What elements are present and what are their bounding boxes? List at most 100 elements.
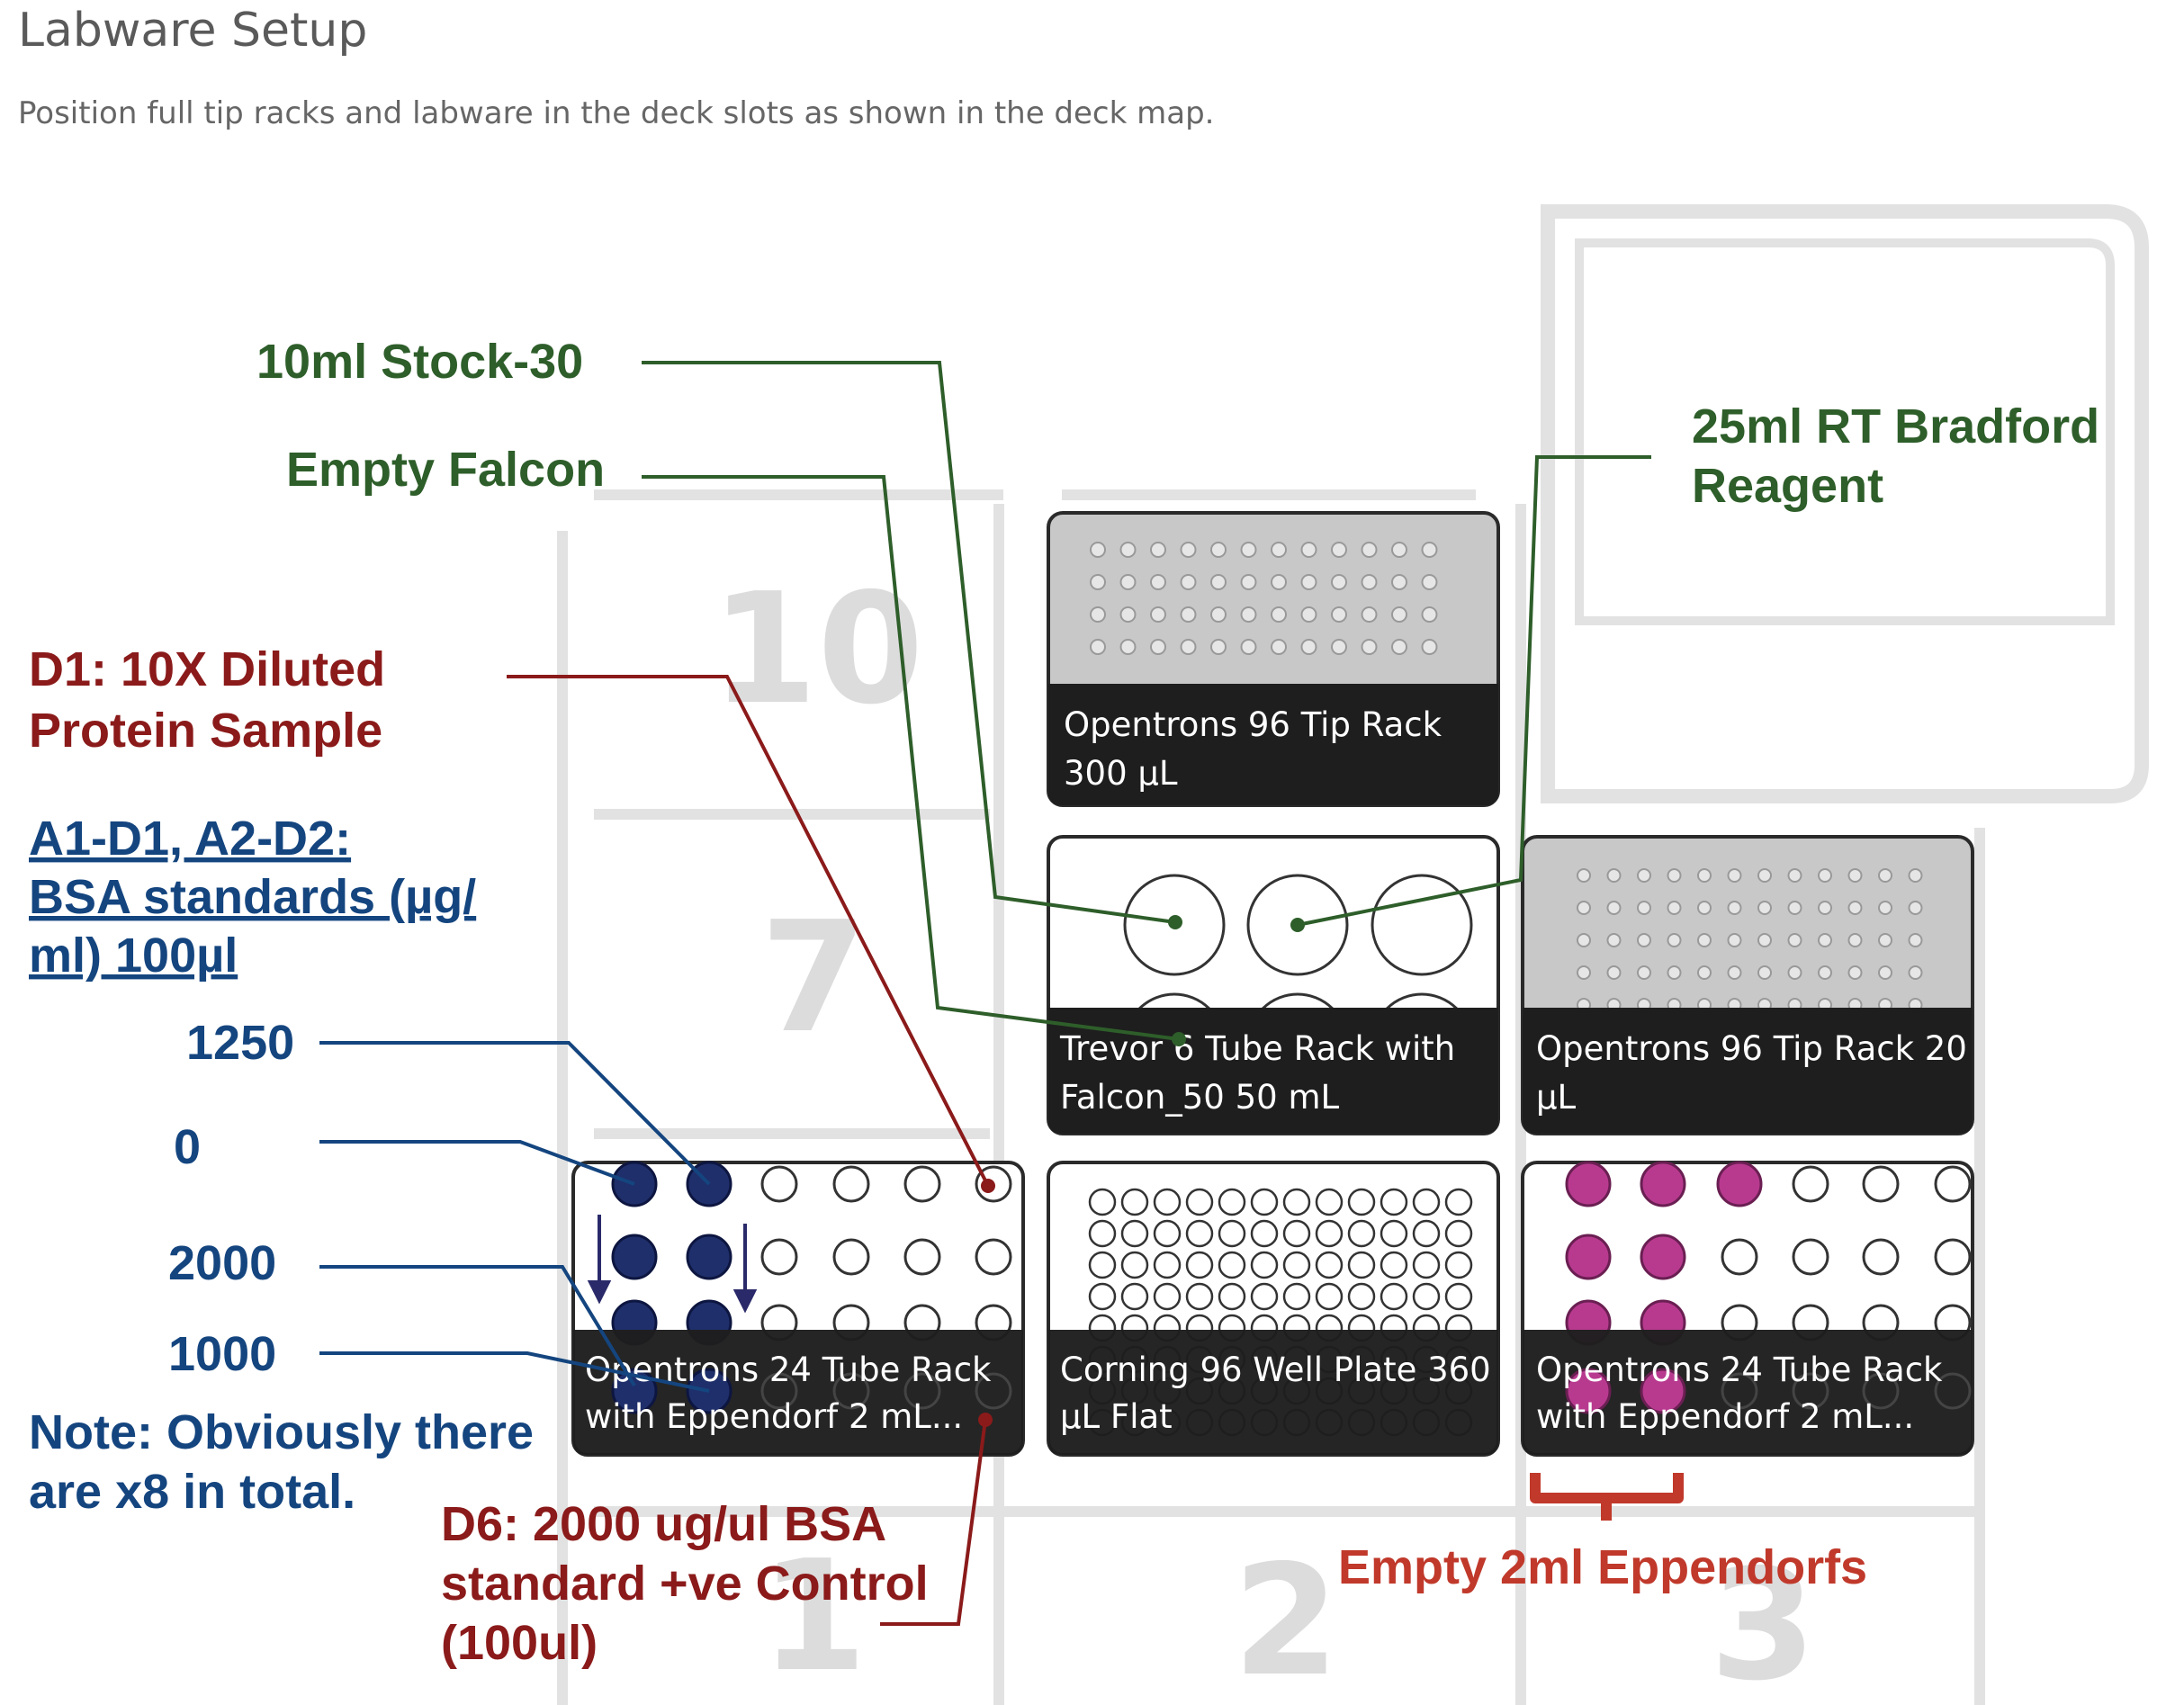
tip bbox=[1391, 574, 1407, 590]
tip bbox=[1606, 965, 1622, 980]
well bbox=[1315, 1188, 1344, 1216]
page-title: Labware Setup bbox=[18, 4, 368, 58]
labware-label-line1: Corning 96 Well Plate 360 bbox=[1060, 1351, 1491, 1389]
well bbox=[1218, 1282, 1246, 1311]
labware-label-line2: µL bbox=[1536, 1078, 1577, 1117]
tip bbox=[1606, 868, 1622, 883]
tip bbox=[1697, 868, 1712, 883]
well bbox=[1444, 1188, 1473, 1216]
tube-slot bbox=[903, 1238, 941, 1276]
tip bbox=[1757, 933, 1772, 947]
tip bbox=[1331, 542, 1347, 558]
tip bbox=[1180, 542, 1197, 558]
empty-eppendorf-tube bbox=[1640, 1368, 1686, 1414]
labware-label-line2: µL Flat bbox=[1060, 1397, 1173, 1436]
well bbox=[1444, 1282, 1473, 1311]
labware-tube-rack-slot-3: Opentrons 24 Tube Rack with Eppendorf 2 … bbox=[1521, 1161, 1974, 1457]
well bbox=[1185, 1282, 1214, 1311]
tip bbox=[1577, 933, 1591, 947]
well bbox=[1185, 1251, 1214, 1279]
tip bbox=[1421, 606, 1438, 623]
falcon-tube-a1 bbox=[1123, 874, 1226, 976]
leader-1000 bbox=[319, 1351, 710, 1393]
slot-number-10: 10 bbox=[711, 561, 924, 739]
labware-label-line2: with Eppendorf 2 mL... bbox=[585, 1397, 963, 1436]
empty-eppendorf-tube bbox=[1640, 1234, 1686, 1280]
well bbox=[1120, 1282, 1149, 1311]
labware-96-well-plate: Corning 96 Well Plate 360 µL Flat bbox=[1047, 1161, 1500, 1457]
tube-slot bbox=[832, 1165, 870, 1203]
tip bbox=[1577, 965, 1591, 980]
tip bbox=[1300, 606, 1317, 623]
tip bbox=[1577, 868, 1591, 883]
tip bbox=[1361, 574, 1378, 590]
annotation-value-1000: 1000 bbox=[168, 1327, 276, 1381]
tip bbox=[1210, 542, 1227, 558]
slot-number-1: 1 bbox=[760, 1528, 867, 1705]
tip bbox=[1331, 606, 1347, 623]
tube-slot bbox=[1934, 1238, 1972, 1276]
tube-slot bbox=[1862, 1238, 1900, 1276]
well bbox=[1347, 1282, 1376, 1311]
well bbox=[1088, 1251, 1117, 1279]
bracket bbox=[1530, 1473, 1684, 1521]
well bbox=[1380, 1219, 1408, 1248]
tip bbox=[1757, 901, 1772, 915]
slot-number-2: 2 bbox=[1233, 1532, 1339, 1705]
tip bbox=[1727, 901, 1742, 915]
falcon-tube-a3 bbox=[1371, 874, 1473, 976]
well bbox=[1380, 1282, 1408, 1311]
tip bbox=[1119, 542, 1137, 558]
well bbox=[1185, 1188, 1214, 1216]
annotation-bsa-line3: ml) 100µl bbox=[29, 929, 238, 983]
tube-slot bbox=[1792, 1165, 1829, 1203]
tip bbox=[1119, 574, 1137, 590]
tip bbox=[1667, 901, 1682, 915]
tip bbox=[1300, 639, 1317, 655]
leader-d6 bbox=[880, 1419, 987, 1626]
well bbox=[1315, 1251, 1344, 1279]
bsa-standard-tube bbox=[611, 1368, 658, 1414]
annotation-bradford-line1: 25ml RT Bradford bbox=[1692, 399, 2099, 453]
tip bbox=[1421, 639, 1438, 655]
leader-1250 bbox=[319, 1041, 711, 1186]
well bbox=[1250, 1282, 1279, 1311]
tip bbox=[1391, 542, 1407, 558]
well bbox=[1250, 1251, 1279, 1279]
tip bbox=[1818, 933, 1832, 947]
annotation-empty-falcon: Empty Falcon bbox=[286, 443, 605, 497]
well bbox=[1380, 1251, 1408, 1279]
tip bbox=[1697, 933, 1712, 947]
tip bbox=[1818, 868, 1832, 883]
labware-label-line2: 300 µL bbox=[1064, 754, 1178, 793]
tip-grid bbox=[1090, 542, 1438, 655]
tip bbox=[1606, 933, 1622, 947]
bsa-standard-tube bbox=[686, 1234, 732, 1280]
leader-2000 bbox=[319, 1265, 636, 1387]
well bbox=[1380, 1188, 1408, 1216]
tip bbox=[1908, 965, 1923, 980]
tip bbox=[1361, 639, 1378, 655]
annotation-d6-line1: D6: 2000 ug/ul BSA bbox=[441, 1497, 886, 1551]
tip bbox=[1090, 606, 1106, 623]
well bbox=[1088, 1188, 1117, 1216]
annotation-note-line2: are x8 in total. bbox=[29, 1465, 355, 1519]
well bbox=[1088, 1282, 1117, 1311]
tip bbox=[1697, 965, 1712, 980]
tip bbox=[1210, 639, 1227, 655]
annotation-bsa-line1: A1-D1, A2-D2: bbox=[29, 812, 351, 866]
well bbox=[1218, 1251, 1246, 1279]
annotation-d6-line3: (100ul) bbox=[441, 1616, 598, 1670]
tip bbox=[1150, 542, 1166, 558]
tip-grid bbox=[1577, 868, 1923, 1012]
tip bbox=[1150, 606, 1166, 623]
tip bbox=[1667, 868, 1682, 883]
empty-eppendorf-tube bbox=[1565, 1234, 1612, 1280]
tube-slot bbox=[1792, 1238, 1829, 1276]
well bbox=[1153, 1188, 1182, 1216]
tip bbox=[1847, 868, 1863, 883]
labware-tip-rack-20: Opentrons 96 Tip Rack 20 µL bbox=[1521, 835, 1974, 1135]
annotation-value-2000: 2000 bbox=[168, 1236, 276, 1290]
tube-slot bbox=[975, 1238, 1012, 1276]
